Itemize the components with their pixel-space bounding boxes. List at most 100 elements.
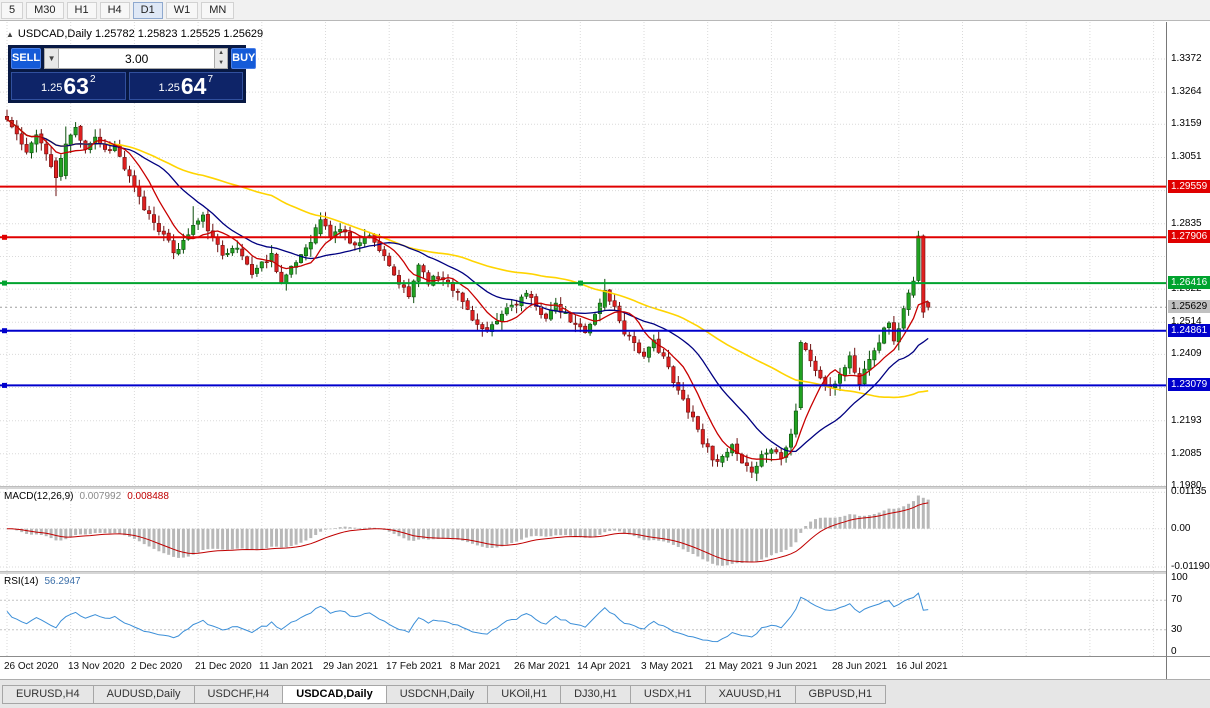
chart-tab-bar: EURUSD,H4 AUDUSD,Daily USDCHF,H4 USDCAD,Dai… [0, 679, 1210, 708]
axis-label: 70 [1171, 594, 1183, 605]
macd-panel: MACD(12,26,9) 0.007992 0.008488 [0, 489, 1166, 571]
tab-USDCHF,H4[interactable]: USDCHF,H4 [193, 684, 284, 704]
macd-name: MACD(12,26,9) [4, 491, 74, 502]
date-label: 2 Dec 2020 [131, 661, 183, 672]
buy-price-sup: 7 [207, 74, 214, 85]
date-label: 26 Oct 2020 [4, 661, 59, 672]
timeframe-D1[interactable]: D1 [132, 1, 163, 19]
tab-XAUUSD,H1[interactable]: XAUUSD,H1 [704, 684, 796, 704]
panel-splitter[interactable] [0, 486, 1166, 489]
date-label: 16 Jul 2021 [896, 661, 948, 672]
price-line-badge: 1.27906 [1168, 230, 1210, 243]
axis-label: -0.01190 [1171, 561, 1210, 572]
tab-DJ30,H1[interactable]: DJ30,H1 [560, 684, 631, 704]
line-handle[interactable] [2, 280, 7, 286]
ohlc-values: 1.25782 1.25823 1.25525 1.25629 [94, 28, 264, 40]
macd-label: MACD(12,26,9) 0.007992 0.008488 [4, 491, 169, 502]
tab-GBPUSD,H1[interactable]: GBPUSD,H1 [794, 684, 887, 704]
axis-label: 1.3051 [1171, 151, 1202, 162]
panel-splitter[interactable] [0, 571, 1166, 574]
rsi-value: 56.2947 [44, 576, 81, 587]
symbol-ohlc-label: ▲ USDCAD,Daily 1.25782 1.25823 1.25525 1.… [6, 28, 263, 40]
date-label: 13 Nov 2020 [68, 661, 125, 672]
sell-button[interactable]: SELL [11, 48, 42, 69]
price-line-badge: 1.23079 [1168, 378, 1210, 391]
date-label: 14 Apr 2021 [577, 661, 631, 672]
timeframe-H4[interactable]: H4 [99, 1, 130, 19]
tab-EURUSD,H4[interactable]: EURUSD,H4 [2, 684, 94, 704]
axis-label: 1.2085 [1171, 448, 1202, 459]
macd-chart-svg[interactable] [0, 489, 1166, 571]
price-line-badge: 1.26416 [1168, 276, 1210, 289]
price-line-badge: 1.24861 [1168, 324, 1210, 337]
rsi-chart-svg[interactable] [0, 574, 1166, 656]
timeframe-H1[interactable]: H1 [66, 1, 97, 19]
price-chart-svg[interactable] [0, 22, 1166, 486]
date-label: 17 Feb 2021 [386, 661, 443, 672]
buy-price-big: 64 [180, 73, 207, 99]
volume-input[interactable] [59, 48, 216, 69]
tab-AUDUSD,Daily[interactable]: AUDUSD,Daily [92, 684, 195, 704]
timeframe-MN[interactable]: MN [201, 1, 235, 19]
macd-signal-line [6, 502, 929, 563]
tab-USDCNH,Daily[interactable]: USDCNH,Daily [385, 684, 489, 704]
date-label: 28 Jun 2021 [832, 661, 888, 672]
volume-spin-up-icon[interactable]: ▲ [218, 50, 225, 56]
ma-line-21 [6, 118, 929, 453]
price-line-badge: 1.29559 [1168, 180, 1210, 193]
axis-label: 0.01135 [1171, 486, 1207, 497]
buy-button[interactable]: BUY [231, 48, 257, 69]
date-label: 8 Mar 2021 [450, 661, 501, 672]
rsi-line [6, 592, 929, 643]
volume-group: ▼ ▲ ▼ [44, 48, 229, 69]
price-line-badge: 1.25629 [1168, 300, 1210, 313]
tab-USDCAD,Daily[interactable]: USDCAD,Daily [282, 684, 387, 704]
date-label: 21 May 2021 [705, 661, 763, 672]
volume-spin-down-icon[interactable]: ▼ [218, 59, 225, 66]
axis-label: 100 [1171, 572, 1188, 583]
timeframe-toolbar: 5 M30 H1 H4 D1 W1 MN [0, 0, 1210, 21]
axis-label: 1.1980 [1171, 480, 1202, 491]
line-handle[interactable] [2, 382, 7, 388]
collapse-arrow-icon[interactable]: ▲ [6, 30, 14, 39]
ma-line-8 [6, 118, 929, 461]
line-handle[interactable] [578, 280, 583, 286]
sell-price-display: 1.25 63 2 [11, 72, 126, 100]
date-axis[interactable]: 26 Oct 2020 13 Nov 2020 2 Dec 2020 21 Dec 2… [0, 656, 1166, 679]
date-label: 21 Dec 2020 [195, 661, 252, 672]
buy-price-small: 1.25 [158, 82, 180, 94]
axis-label: 30 [1171, 624, 1183, 635]
candles [5, 109, 931, 482]
timeframe-5[interactable]: 5 [1, 1, 24, 19]
date-label: 26 Mar 2021 [514, 661, 571, 672]
tab-USDX,H1[interactable]: USDX,H1 [629, 684, 706, 704]
volume-dropdown-button[interactable]: ▼ [44, 48, 60, 69]
axis-label: 1.2193 [1171, 415, 1202, 426]
timeframe-W1[interactable]: W1 [165, 1, 199, 19]
price-panel: ▲ USDCAD,Daily 1.25782 1.25823 1.25525 1.… [0, 22, 1166, 486]
sell-price-sup: 2 [89, 74, 96, 85]
axis-corner [1166, 656, 1210, 679]
line-handle[interactable] [2, 234, 7, 240]
date-label: 29 Jan 2021 [323, 661, 379, 672]
rsi-label: RSI(14) 56.2947 [4, 576, 81, 587]
axis-label: 1.2409 [1171, 348, 1202, 359]
axis-label: 1.3159 [1171, 118, 1202, 129]
line-handle[interactable] [2, 328, 7, 334]
price-axis[interactable]: 1.33721.32641.31591.30511.28351.26221.25… [1166, 22, 1210, 657]
rsi-panel: RSI(14) 56.2947 [0, 574, 1166, 656]
timeframe-M30[interactable]: M30 [26, 1, 64, 19]
ma-line-55 [6, 118, 929, 399]
axis-label: 0 [1171, 646, 1177, 657]
date-label: 11 Jan 2021 [259, 661, 314, 672]
axis-label: 0.00 [1171, 523, 1191, 534]
macd-main-value: 0.007992 [79, 491, 122, 502]
tab-UKOil,H1[interactable]: UKOil,H1 [487, 684, 562, 704]
sell-price-big: 63 [63, 73, 89, 99]
axis-label: 1.2835 [1171, 218, 1202, 229]
macd-signal-value: 0.008488 [127, 491, 169, 502]
volume-stepper: ▲ ▼ [215, 48, 229, 69]
axis-label: 1.3264 [1171, 86, 1202, 97]
axis-label: 1.3372 [1171, 53, 1202, 64]
date-label: 9 Jun 2021 [768, 661, 818, 672]
